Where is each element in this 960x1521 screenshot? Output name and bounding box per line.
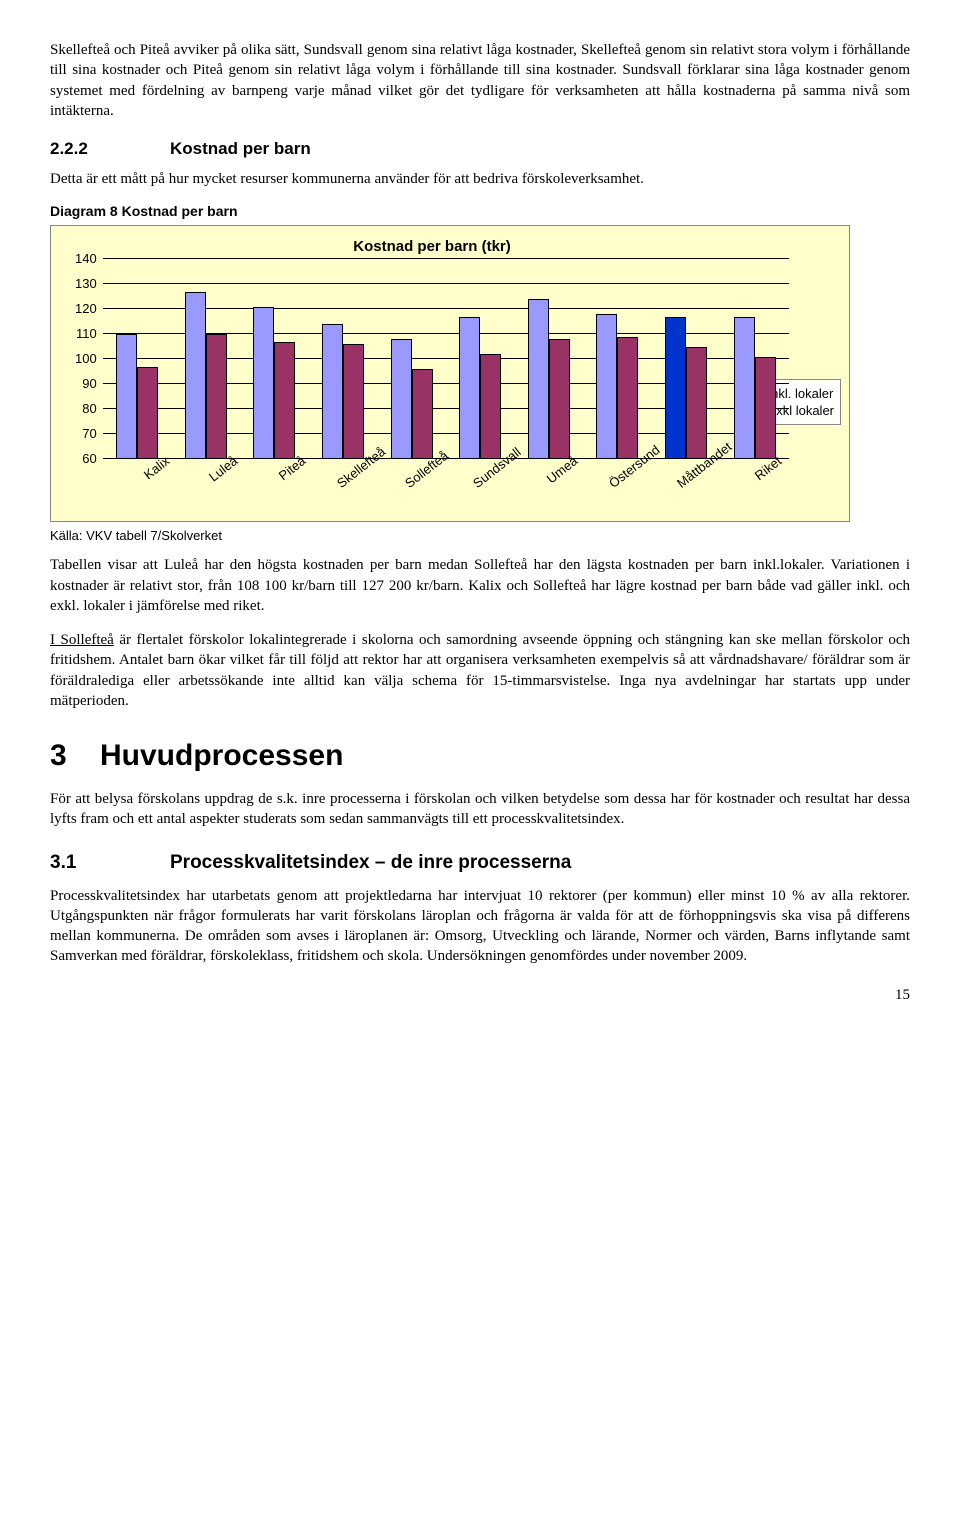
sec3-paragraph: För att belysa förskolans uppdrag de s.k… <box>50 789 910 830</box>
bar-group <box>459 317 501 460</box>
x-label: Måttbandet <box>674 453 743 525</box>
bar <box>137 367 158 460</box>
heading-number: 2.2.2 <box>50 139 170 159</box>
bar <box>549 339 570 459</box>
bar <box>391 339 412 459</box>
heading-number: 3.1 <box>50 852 170 874</box>
bar <box>322 324 343 459</box>
solleftea-rest: är flertalet förskolor lokalintegrerade … <box>50 632 910 709</box>
chart-title: Kostnad per barn (tkr) <box>75 238 789 255</box>
bar <box>596 314 617 459</box>
heading-2-2-2: 2.2.2 Kostnad per barn <box>50 139 910 159</box>
chart-container: Kostnad per barn (tkr) 60708090100110120… <box>50 225 850 522</box>
bar <box>617 337 638 460</box>
bar-group <box>322 324 364 459</box>
solleftea-lead: I Sollefteå <box>50 632 114 648</box>
bar <box>253 307 274 460</box>
x-label: Skellefteå <box>334 453 403 525</box>
diagram-8-label: Diagram 8 Kostnad per barn <box>50 203 910 219</box>
bar <box>274 342 295 460</box>
bar <box>185 292 206 460</box>
sec222-paragraph: Detta är ett mått på hur mycket resurser… <box>50 169 910 189</box>
bar-group <box>253 307 295 460</box>
x-label: Umeå <box>538 453 607 525</box>
bar-group <box>596 314 638 459</box>
bar <box>412 369 433 459</box>
bar <box>665 317 686 460</box>
chart-y-axis: 60708090100110120130140 <box>75 259 103 459</box>
x-label: Piteå <box>266 453 335 525</box>
heading-3-1: 3.1 Processkvalitetsindex – de inre proc… <box>50 852 910 874</box>
bar-group <box>185 292 227 460</box>
bar <box>459 317 480 460</box>
table-paragraph: Tabellen visar att Luleå har den högsta … <box>50 555 910 616</box>
x-label: Kalix <box>130 453 199 525</box>
heading-text: Processkvalitetsindex – de inre processe… <box>170 852 571 874</box>
bar <box>755 357 776 460</box>
page-number: 15 <box>50 987 910 1004</box>
heading-3: 3 Huvudprocessen <box>50 739 910 773</box>
bar <box>734 317 755 460</box>
bar <box>480 354 501 459</box>
bar-group <box>116 334 158 459</box>
x-label: Riket <box>742 453 811 525</box>
sec31-paragraph: Processkvalitetsindex har utarbetats gen… <box>50 886 910 967</box>
chart-source: Källa: VKV tabell 7/Skolverket <box>50 528 910 543</box>
bar-group <box>665 317 707 460</box>
heading-text: Huvudprocessen <box>100 739 343 773</box>
heading-text: Kostnad per barn <box>170 139 311 159</box>
chart-x-axis: KalixLuleåPiteåSkellefteåSollefteåSundsv… <box>109 459 789 517</box>
solleftea-paragraph: I Sollefteå är flertalet förskolor lokal… <box>50 630 910 711</box>
heading-number: 3 <box>50 739 100 773</box>
chart-plot-area: Inkl. lokalerExkl lokaler <box>103 259 789 459</box>
intro-paragraph: Skellefteå och Piteå avviker på olika sä… <box>50 40 910 121</box>
bar <box>528 299 549 459</box>
bar-group <box>391 339 433 459</box>
x-label: Sundsvall <box>470 453 539 525</box>
x-label: Östersund <box>606 453 675 525</box>
bar <box>343 344 364 459</box>
bars-container <box>103 259 789 459</box>
x-label: Sollefteå <box>402 453 471 525</box>
bar-group <box>528 299 570 459</box>
bar <box>206 334 227 459</box>
x-label: Luleå <box>198 453 267 525</box>
bar <box>686 347 707 460</box>
bar <box>116 334 137 459</box>
bar-group <box>734 317 776 460</box>
